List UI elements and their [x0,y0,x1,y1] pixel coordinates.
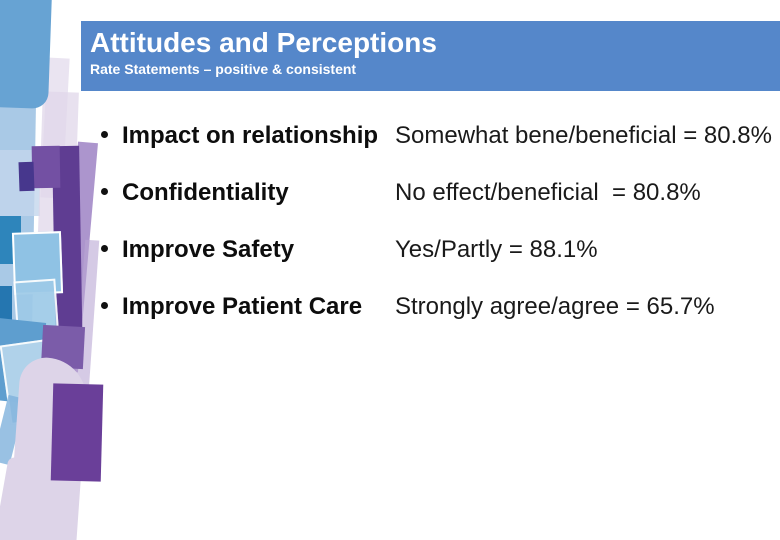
slide-title: Attitudes and Perceptions [90,27,437,58]
decor-shape-purple-small [31,145,61,189]
bullet-icon [101,302,108,309]
bullet-value: Somewhat bene/beneficial = 80.8% [395,122,772,149]
bullet-item: Confidentiality No effect/beneficial = 8… [98,169,778,226]
bullet-icon [101,131,108,138]
bullet-label: Impact on relationship [122,122,379,149]
bullet-label: Improve Safety [122,236,295,263]
bullet-item: Improve Safety Yes/Partly = 88.1% [98,226,778,283]
bullet-label: Improve Patient Care [122,293,363,320]
bullet-list: Impact on relationship Somewhat bene/ben… [98,112,778,340]
bullet-icon [101,188,108,195]
decor-shape-purple-big-rect [50,383,104,482]
decorative-sidebar [0,0,112,540]
bullet-item: Impact on relationship Somewhat bene/ben… [98,112,778,169]
bullet-value: No effect/beneficial = 80.8% [395,179,701,206]
slide-subtitle: Rate Statements – positive & consistent [90,61,357,77]
bullet-value: Strongly agree/agree = 65.7% [395,293,715,320]
bullet-icon [101,245,108,252]
decor-shape-indigo-rect [18,161,35,192]
decor-shape-blue-top [0,0,53,109]
bullet-label: Confidentiality [122,179,289,206]
bullet-item: Improve Patient Care Strongly agree/agre… [98,283,778,340]
bullet-value: Yes/Partly = 88.1% [395,236,598,263]
header-bar: Attitudes and Perceptions Rate Statement… [81,21,780,91]
